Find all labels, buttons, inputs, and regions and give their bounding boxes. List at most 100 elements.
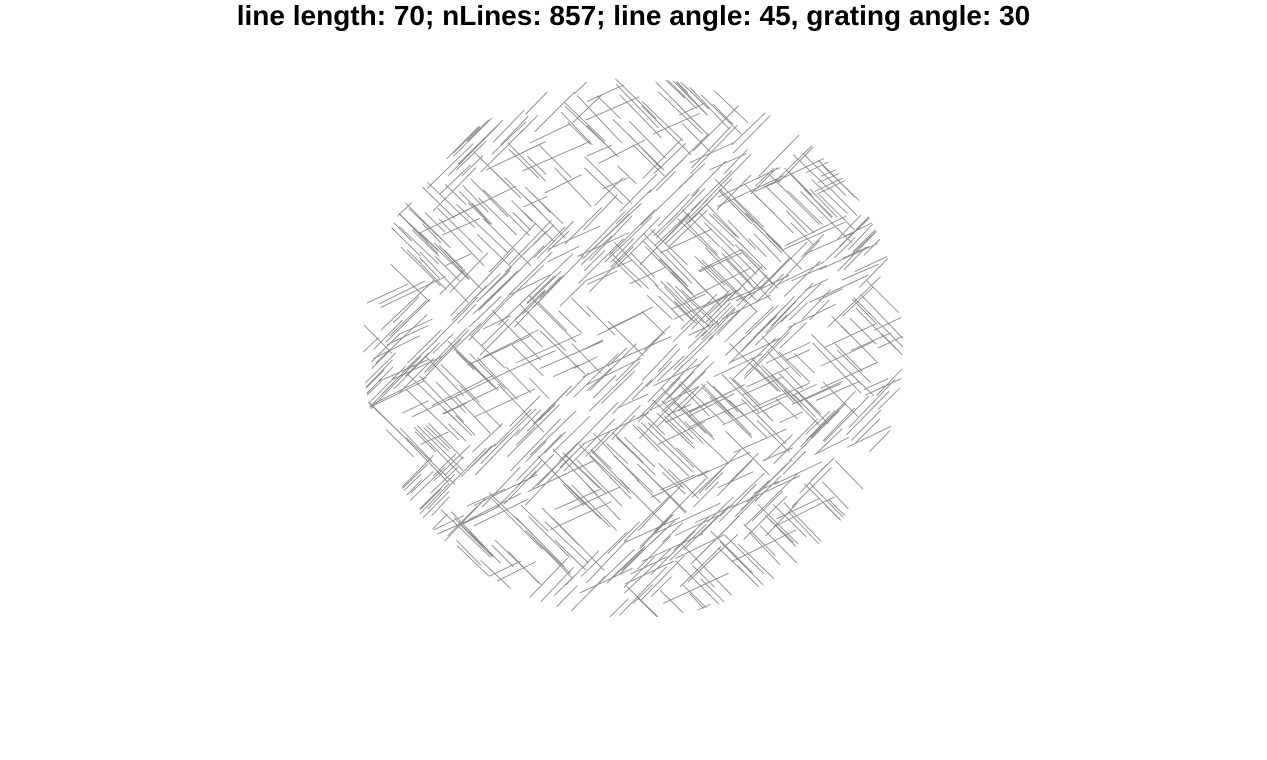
line-segment xyxy=(428,423,464,460)
line-segment xyxy=(717,302,748,335)
line-segment xyxy=(552,470,601,520)
line-segment xyxy=(528,516,570,558)
line-segment xyxy=(799,464,828,494)
line-segment xyxy=(637,373,683,419)
line-segment xyxy=(653,142,687,174)
line-segment xyxy=(812,342,862,394)
line-segment xyxy=(824,396,870,442)
line-segment xyxy=(854,242,903,272)
line-segment xyxy=(820,163,850,177)
line-segment xyxy=(468,302,506,341)
line-segment xyxy=(657,348,680,372)
line-segment xyxy=(863,378,889,390)
line-segment xyxy=(469,353,506,390)
line-segment xyxy=(481,266,512,298)
line-segment xyxy=(447,506,478,537)
line-segment xyxy=(596,95,621,120)
line-segment xyxy=(641,105,692,156)
line-segment xyxy=(700,578,748,618)
line-segment xyxy=(491,309,542,361)
line-segment xyxy=(819,243,878,271)
line-segment xyxy=(770,375,802,407)
line-segment xyxy=(690,124,738,174)
line-segment xyxy=(650,530,696,575)
line-segment xyxy=(400,318,433,335)
line-segment xyxy=(794,353,815,374)
line-segment xyxy=(641,555,685,600)
line-segment xyxy=(571,297,591,317)
line-segment xyxy=(589,343,637,391)
line-segment xyxy=(581,235,612,265)
line-segment xyxy=(759,525,803,569)
line-segment xyxy=(726,305,779,355)
line-segment xyxy=(612,432,644,463)
line-segment xyxy=(691,125,732,169)
line-segment xyxy=(757,504,799,545)
line-segment xyxy=(434,256,460,282)
line-segment xyxy=(400,428,433,462)
line-segment xyxy=(589,361,641,412)
line-segment xyxy=(529,410,577,456)
line-segment xyxy=(537,301,568,332)
line-segment xyxy=(675,560,726,611)
line-segment xyxy=(757,402,782,415)
line-segment xyxy=(655,171,676,192)
line-segment xyxy=(532,224,555,246)
line-segment xyxy=(615,332,664,382)
line-segment xyxy=(436,496,487,550)
line-segment xyxy=(676,103,701,128)
line-segment xyxy=(652,399,694,440)
line-segment xyxy=(607,521,640,554)
line-segment xyxy=(414,431,437,453)
line-segment xyxy=(791,265,827,281)
line-segment xyxy=(778,351,811,383)
line-segment xyxy=(642,311,666,335)
line-segment xyxy=(544,521,589,564)
line-segment xyxy=(694,255,726,286)
line-segment xyxy=(818,194,855,230)
line-segment xyxy=(567,121,591,145)
line-segment xyxy=(789,410,840,461)
line-segment xyxy=(717,471,754,489)
line-segment xyxy=(689,87,730,130)
line-segment xyxy=(624,560,674,585)
line-segment xyxy=(687,393,735,417)
line-segment xyxy=(820,361,879,389)
line-segment xyxy=(467,334,532,366)
line-segment xyxy=(668,469,700,499)
line-segment xyxy=(860,293,903,341)
line-segment xyxy=(590,448,612,470)
line-segment xyxy=(702,154,752,204)
line-segment xyxy=(553,416,590,453)
line-segment xyxy=(824,323,876,348)
line-segment xyxy=(586,484,621,521)
line-segment xyxy=(585,96,640,121)
line-segment xyxy=(509,418,561,472)
line-segment xyxy=(616,437,656,476)
line-segment xyxy=(370,356,422,410)
line-segment xyxy=(848,379,896,429)
line-segment xyxy=(417,425,464,471)
line-segment xyxy=(653,478,707,533)
line-segment xyxy=(594,177,624,206)
line-segment xyxy=(439,164,471,195)
line-segment xyxy=(744,331,790,379)
line-segment xyxy=(688,178,733,223)
line-segment xyxy=(475,388,536,417)
line-segment xyxy=(657,91,703,134)
line-segment xyxy=(671,79,707,115)
line-segment xyxy=(584,156,633,204)
line-segment xyxy=(384,220,421,257)
line-segment xyxy=(482,315,512,330)
line-segment xyxy=(731,529,797,563)
line-segment xyxy=(479,309,526,356)
line-segment xyxy=(481,466,521,508)
line-segment xyxy=(642,412,665,435)
line-segment xyxy=(637,535,671,570)
line-segment xyxy=(842,246,870,259)
line-segment xyxy=(663,572,729,604)
line-segment xyxy=(773,504,807,538)
line-segment xyxy=(779,322,807,349)
line-segment xyxy=(779,411,804,423)
line-segment xyxy=(708,213,746,249)
